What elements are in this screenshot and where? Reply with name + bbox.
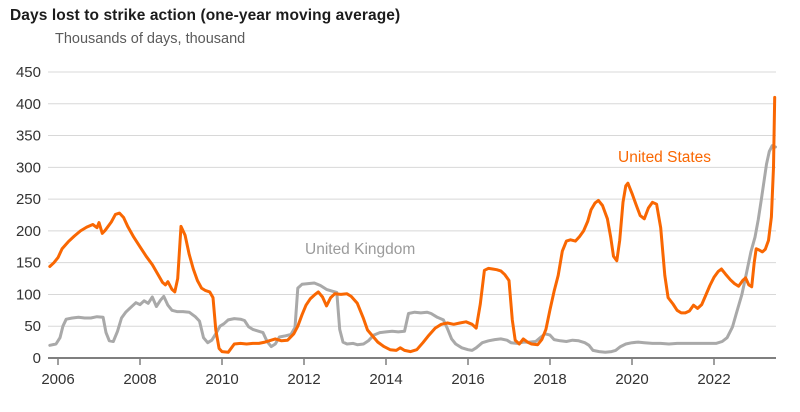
y-tick-label: 450 xyxy=(16,64,41,81)
x-tick-label: 2008 xyxy=(123,371,156,388)
series-label-united-states: United States xyxy=(618,149,711,166)
x-tick-label: 2020 xyxy=(615,371,648,388)
x-tick-label: 2016 xyxy=(451,371,484,388)
y-tick-label: 150 xyxy=(16,255,41,272)
series-label-united-kingdom: United Kingdom xyxy=(305,241,415,258)
chart-title: Days lost to strike action (one-year mov… xyxy=(10,7,401,24)
x-tick-label: 2012 xyxy=(287,371,320,388)
y-tick-label: 100 xyxy=(16,286,41,303)
y-tick-label: 50 xyxy=(24,318,41,335)
x-tick-label: 2022 xyxy=(697,371,730,388)
y-tick-label: 350 xyxy=(16,128,41,145)
chart-subtitle: Thousands of days, thousand xyxy=(55,31,246,47)
x-tick-label: 2006 xyxy=(41,371,74,388)
y-tick-label: 200 xyxy=(16,223,41,240)
y-tick-label: 400 xyxy=(16,96,41,113)
x-tick-label: 2014 xyxy=(369,371,402,388)
series-line-united-states xyxy=(48,95,777,354)
y-tick-label: 0 xyxy=(33,350,41,367)
x-tick-label: 2018 xyxy=(533,371,566,388)
y-tick-label: 300 xyxy=(16,159,41,176)
series-line-united-kingdom xyxy=(48,144,777,354)
y-tick-label: 250 xyxy=(16,191,41,208)
x-tick-label: 2010 xyxy=(205,371,238,388)
